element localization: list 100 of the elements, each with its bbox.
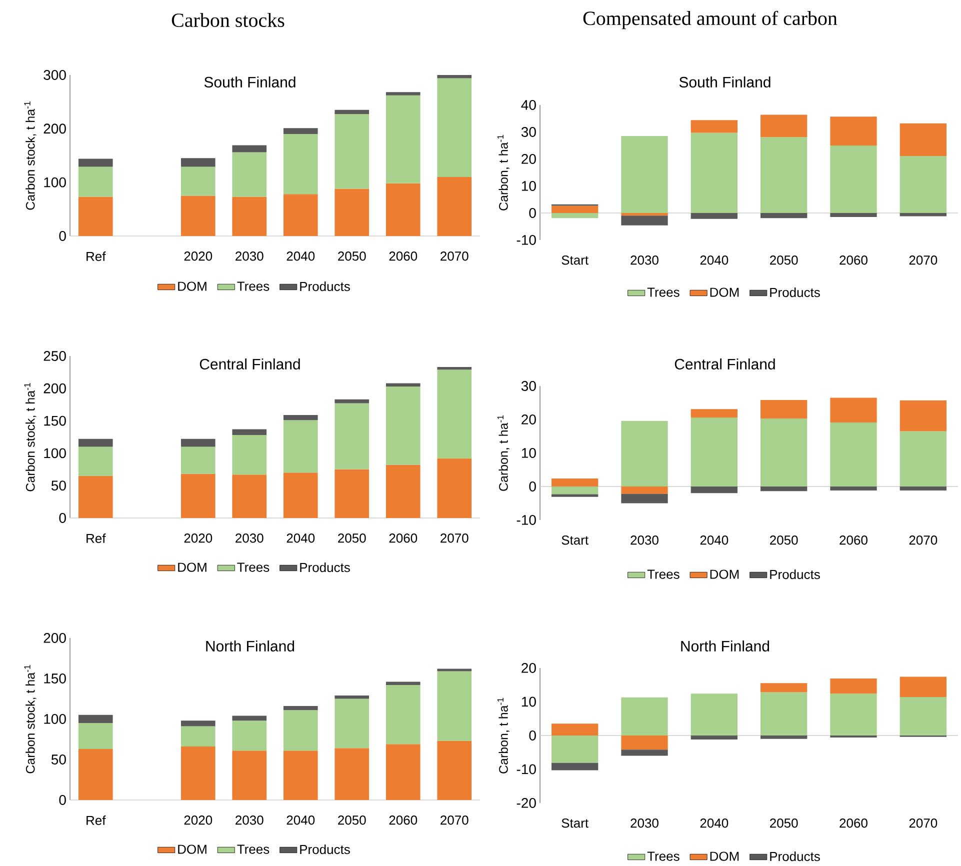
bar bbox=[283, 134, 318, 194]
y-tick-label: 0 bbox=[529, 208, 536, 218]
x-tick-label: 2060 bbox=[840, 256, 868, 265]
bar bbox=[334, 399, 370, 404]
chart-title: Carbon stocks bbox=[172, 12, 284, 28]
bar bbox=[552, 724, 598, 736]
bar bbox=[334, 469, 370, 518]
bar bbox=[78, 748, 113, 800]
bar bbox=[830, 735, 877, 738]
x-tick-label: 2070 bbox=[440, 534, 468, 543]
x-tick-label: 2030 bbox=[236, 534, 264, 543]
bar bbox=[386, 383, 420, 386]
bar bbox=[232, 145, 267, 152]
y-tick-label: 30 bbox=[521, 127, 536, 137]
x-tick-label: Ref bbox=[86, 252, 106, 262]
x-tick-label: Start bbox=[562, 536, 588, 545]
chart-subtitle: South Finland bbox=[204, 76, 296, 88]
x-tick-label: 2030 bbox=[630, 256, 658, 265]
legend-label: Trees bbox=[647, 852, 680, 861]
bar bbox=[386, 682, 420, 685]
x-tick-label: 2020 bbox=[184, 252, 212, 261]
x-tick-label: 2070 bbox=[440, 816, 468, 825]
x-tick-label: 2030 bbox=[630, 536, 658, 545]
bar bbox=[621, 486, 668, 494]
x-tick-label: 2020 bbox=[184, 816, 212, 825]
bar bbox=[760, 418, 808, 486]
bar bbox=[900, 486, 947, 491]
bar bbox=[830, 422, 877, 486]
bar bbox=[283, 710, 318, 751]
bar bbox=[552, 212, 598, 218]
x-tick-label: 2060 bbox=[389, 252, 418, 261]
x-tick-label: 2050 bbox=[770, 536, 798, 545]
legend-label: DOM bbox=[710, 570, 739, 579]
x-tick-label: 2020 bbox=[184, 534, 212, 543]
legend-label: Products bbox=[300, 282, 350, 292]
bar bbox=[621, 212, 668, 216]
bar bbox=[78, 714, 113, 724]
bar bbox=[830, 116, 877, 146]
bar bbox=[78, 438, 113, 447]
bar bbox=[690, 212, 738, 219]
x-tick-label: 2060 bbox=[840, 536, 868, 545]
bar bbox=[78, 166, 113, 197]
y-tick-label: 0 bbox=[529, 482, 536, 492]
bar bbox=[760, 137, 808, 213]
bar bbox=[386, 183, 420, 236]
x-tick-label: 2070 bbox=[909, 536, 938, 545]
x-tick-label: 2050 bbox=[338, 816, 366, 825]
bar bbox=[830, 486, 877, 491]
bar bbox=[437, 671, 472, 741]
y-tick-label: 10 bbox=[522, 696, 536, 707]
y-tick-label: 100 bbox=[44, 714, 66, 724]
bar bbox=[690, 694, 738, 736]
x-tick-label: 2040 bbox=[286, 252, 315, 261]
bar bbox=[386, 386, 420, 465]
x-tick-label: 2030 bbox=[630, 818, 658, 828]
bar bbox=[180, 446, 216, 474]
chart-title: Central Finland bbox=[674, 358, 775, 370]
x-tick-label: Start bbox=[562, 256, 588, 265]
bar bbox=[690, 486, 738, 494]
bar bbox=[334, 110, 370, 114]
bar bbox=[900, 400, 947, 432]
bar bbox=[900, 697, 947, 736]
x-tick-label: 2060 bbox=[389, 534, 418, 543]
bar bbox=[621, 216, 668, 226]
legend-label: DOM bbox=[710, 852, 739, 861]
bar bbox=[621, 697, 668, 736]
bar bbox=[386, 684, 420, 744]
bar bbox=[621, 136, 668, 213]
bar bbox=[78, 476, 113, 518]
bar bbox=[232, 716, 267, 721]
bar bbox=[760, 212, 808, 218]
y-axis-title: Carbon, t ha$^{-1}$ bbox=[497, 698, 510, 774]
x-tick-label: 2060 bbox=[389, 816, 418, 825]
bar bbox=[621, 750, 668, 756]
y-tick-label: 30 bbox=[521, 381, 536, 391]
chart-title: Central Finland bbox=[200, 358, 300, 370]
chart-title: North Finland bbox=[206, 640, 294, 652]
bar bbox=[232, 429, 267, 436]
chart-title: North Finland bbox=[681, 640, 770, 652]
y-tick-label: 0 bbox=[59, 795, 66, 805]
bar bbox=[552, 762, 598, 770]
legend-label: Products bbox=[770, 852, 820, 862]
y-axis-title: Carbon, t ha$^{-1}$ bbox=[497, 134, 510, 210]
x-tick-label: 2040 bbox=[700, 256, 728, 265]
x-tick-label: Start bbox=[562, 818, 588, 828]
bar bbox=[180, 438, 216, 447]
legend-label: Products bbox=[770, 570, 820, 580]
x-tick-label: 2040 bbox=[700, 818, 728, 828]
legend-label: DOM bbox=[178, 844, 206, 854]
y-tick-label: -20 bbox=[516, 798, 536, 808]
y-tick-label: 20 bbox=[522, 663, 536, 673]
bar bbox=[437, 74, 472, 78]
y-tick-label: 10 bbox=[522, 448, 536, 458]
bar bbox=[180, 196, 216, 236]
bar bbox=[830, 212, 877, 218]
bar bbox=[552, 206, 598, 213]
legend-label: Trees bbox=[237, 282, 270, 291]
bar bbox=[690, 132, 738, 213]
bar bbox=[760, 114, 808, 138]
y-tick-label: 200 bbox=[44, 383, 66, 394]
